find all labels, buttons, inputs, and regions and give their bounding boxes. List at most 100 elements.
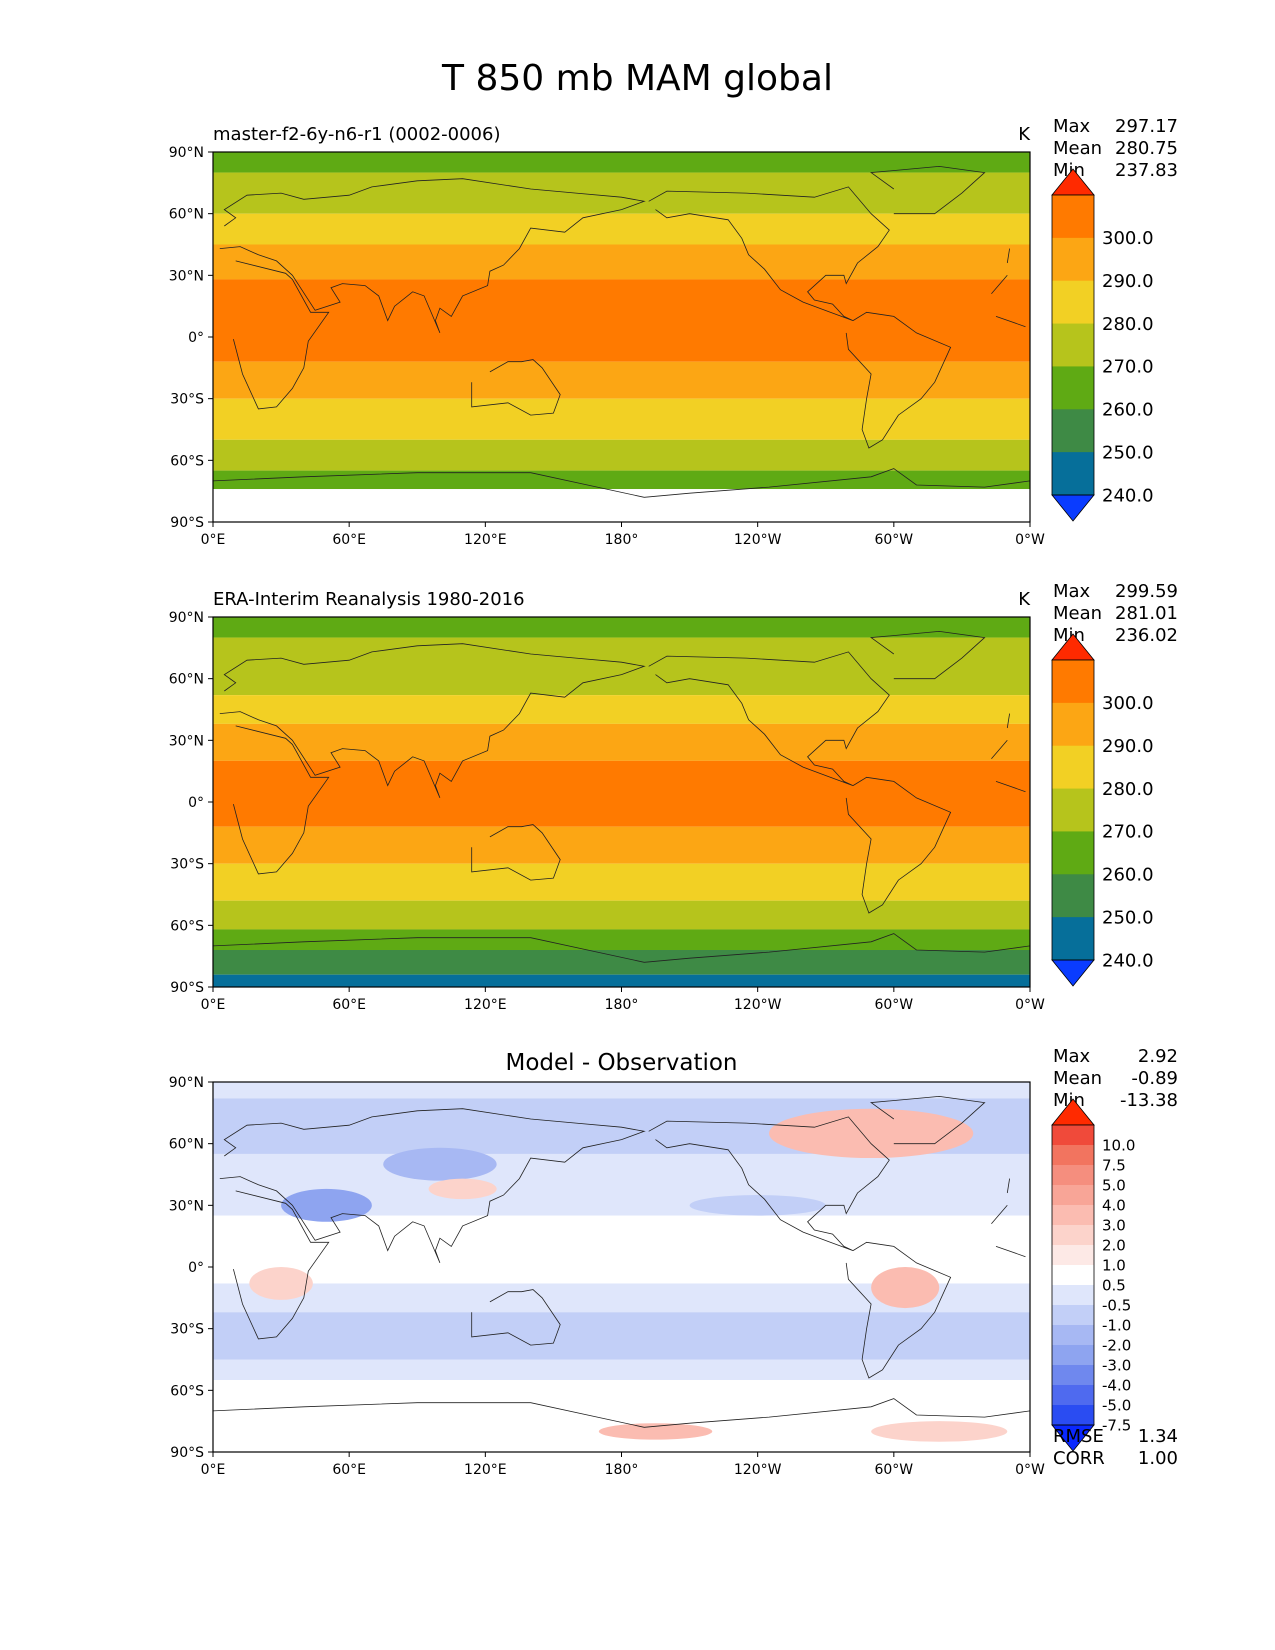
colorbar-tick-label: 240.0 [1102,485,1154,506]
anomaly-blob [871,1421,1008,1442]
colorbar-tick-label: -3.0 [1102,1356,1131,1374]
colorbar-tick-label: -1.0 [1102,1316,1131,1334]
coastline-antarctica [213,468,1030,498]
lat-tick-label: 90°S [170,980,204,996]
colorbar-tick-label: 260.0 [1102,865,1154,886]
colorbar-bin [1052,366,1094,410]
coastline-greenland [869,630,986,680]
colorbar-extend-min [1051,959,1095,987]
anomaly-blob [871,1267,940,1309]
colorbar-bin [1052,1385,1094,1406]
stat-label: Max [1053,1046,1091,1067]
lat-tick-label: 30°N [169,268,204,284]
field-band [213,1082,1030,1099]
colorbar-bin [1052,409,1094,453]
lon-tick-label: 0°W [1015,1462,1045,1478]
coastline-greenland [869,165,986,215]
lon-tick-label: 60°W [874,532,913,548]
stat-label: Mean [1053,1068,1102,1089]
colorbar [1051,1098,1095,1452]
colorbar-frame [1051,1124,1095,1426]
field-band [213,213,1030,245]
field-band [213,439,1030,471]
lon-tick-label: 60°E [332,1462,366,1478]
colorbar-bin [1052,788,1094,832]
coastline-s_america [845,311,952,449]
lat-tick-label: 90°N [169,610,204,626]
colorbar-bin [1052,1265,1094,1286]
colorbar [1051,168,1095,522]
lat-tick-label: 0° [188,330,204,346]
stat-value: -0.89 [1131,1068,1178,1089]
field-band [213,929,1030,950]
lat-tick-label: 30°S [170,857,204,873]
colorbar-tick-label: 290.0 [1102,736,1154,757]
lon-tick-label: 60°W [874,997,913,1013]
field-band [213,279,1030,362]
field-band [213,244,1030,280]
colorbar-bin [1052,452,1094,496]
coastline-s_america [845,1241,952,1379]
panel-title: Model - Observation [505,1050,737,1076]
map-field [213,617,1030,987]
colorbar-bin [1052,237,1094,282]
colorbar-bin [1052,1405,1094,1426]
anomaly-blob [281,1188,372,1222]
colorbar-tick-label: 270.0 [1102,822,1154,843]
lat-tick-label: 30°N [169,1198,204,1214]
lon-tick-label: 120°W [734,1462,782,1478]
stat-value: 280.75 [1115,138,1178,159]
colorbar-bin [1052,745,1094,790]
colorbar-bin [1052,1165,1094,1186]
coastline-europe_asia [219,643,1010,799]
colorbar-tick-label: 270.0 [1102,357,1154,378]
anomaly-blob [598,1423,713,1440]
colorbar-bin [1052,702,1094,747]
metric-label: RMSE [1053,1426,1104,1447]
coastline-africa [233,725,1026,875]
colorbar-bin [1052,1125,1094,1146]
lon-tick-label: 120°E [464,1462,507,1478]
colorbar-tick-label: 7.5 [1102,1156,1126,1174]
colorbar-tick-label: 300.0 [1102,693,1154,714]
colorbar-bin [1052,660,1094,704]
panel-title: master-f2-6y-n6-r1 (0002-0006) [213,124,500,145]
field-band [213,1380,1030,1407]
colorbar-tick-label: 280.0 [1102,314,1154,335]
metric-value: 1.34 [1138,1426,1178,1447]
lat-tick-label: 90°S [170,1445,204,1461]
coastline-antarctica [213,1398,1030,1428]
field-band [213,1312,1030,1360]
coastline-europe_asia [219,1108,1010,1264]
coastline-n_america [648,1116,890,1251]
lon-tick-label: 120°E [464,532,507,548]
colorbar-bin [1052,1205,1094,1226]
stat-label: Mean [1053,603,1102,624]
stat-value: 236.02 [1115,625,1178,646]
lat-tick-label: 60°N [169,207,204,223]
coastline-n_america [648,186,890,321]
field-band [213,470,1030,490]
stat-value: 237.83 [1115,160,1178,181]
field-band [213,398,1030,440]
lat-tick-label: 60°S [170,453,204,469]
colorbar-tick-label: 2.0 [1102,1236,1126,1254]
colorbar-tick-label: 240.0 [1102,950,1154,971]
field-band [213,361,1030,399]
colorbar-frame [1051,194,1095,496]
colorbar-bin [1052,195,1094,239]
lon-tick-label: 120°W [734,997,782,1013]
colorbar-bin [1052,1305,1094,1326]
field-band [213,637,1030,696]
coastline-australia [471,359,561,416]
colorbar-bin [1052,831,1094,875]
map-field [213,1082,1030,1452]
anomaly-blob [249,1267,313,1300]
panel-model: 90°N 60°N 30°N 0° 30°S 60°S 90°S0°E 60°E 120°E 18… [169,116,1178,548]
anomaly-blob [689,1195,826,1216]
lon-tick-label: 60°E [332,997,366,1013]
colorbar-tick-label: 280.0 [1102,779,1154,800]
lon-tick-label: 120°E [464,997,507,1013]
coastline-antarctica [213,933,1030,963]
stat-value: 297.17 [1115,116,1178,137]
